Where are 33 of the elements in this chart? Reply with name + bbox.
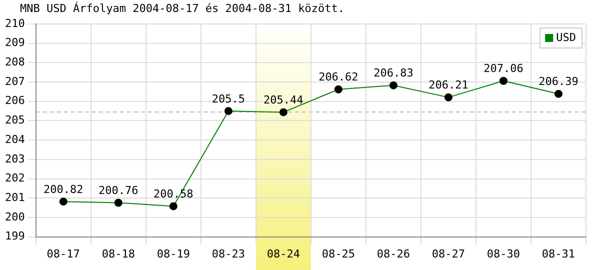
y-tick-label: 210 [4,16,25,30]
data-label: 205.5 [212,92,245,106]
x-tick-label: 08-23 [212,247,245,260]
y-tick-label: 199 [4,230,25,243]
x-tick-label: 08-18 [102,247,135,260]
y-tick-label: 200 [4,210,25,224]
y-tick-label: 205 [4,114,25,127]
data-label: 207.06 [484,62,524,76]
data-label: 206.21 [428,78,468,92]
x-tick-label: 08-30 [486,247,520,260]
y-tick-label: 204 [4,132,26,146]
y-tick-label: 202 [4,172,25,185]
data-label: 206.83 [374,66,414,80]
x-tick-label: 08-25 [322,247,356,260]
data-label: 206.39 [538,75,578,88]
x-tick-label: 08-26 [376,247,410,260]
y-tick-label: 203 [4,152,25,166]
data-label: 206.62 [318,70,358,84]
y-tick-label: 209 [4,36,25,50]
x-tick-label: 08-19 [156,247,190,260]
x-tick-label: 08-24 [266,247,300,260]
y-tick-label: 201 [4,190,25,204]
x-tick-label: 08-17 [46,247,80,260]
data-label: 200.76 [98,184,138,198]
data-label: 205.44 [264,94,304,107]
chart-title: MNB USD Árfolyam 2004-08-17 és 2004-08-31 között. [20,0,345,15]
legend-label: USD [556,30,576,44]
y-tick-label: 208 [4,56,25,69]
y-tick-label: 207 [4,74,25,88]
y-tick-label: 206 [4,94,25,108]
x-tick-label: 08-31 [542,247,576,260]
x-tick-label: 08-27 [432,247,466,260]
data-label: 200.82 [44,182,84,196]
